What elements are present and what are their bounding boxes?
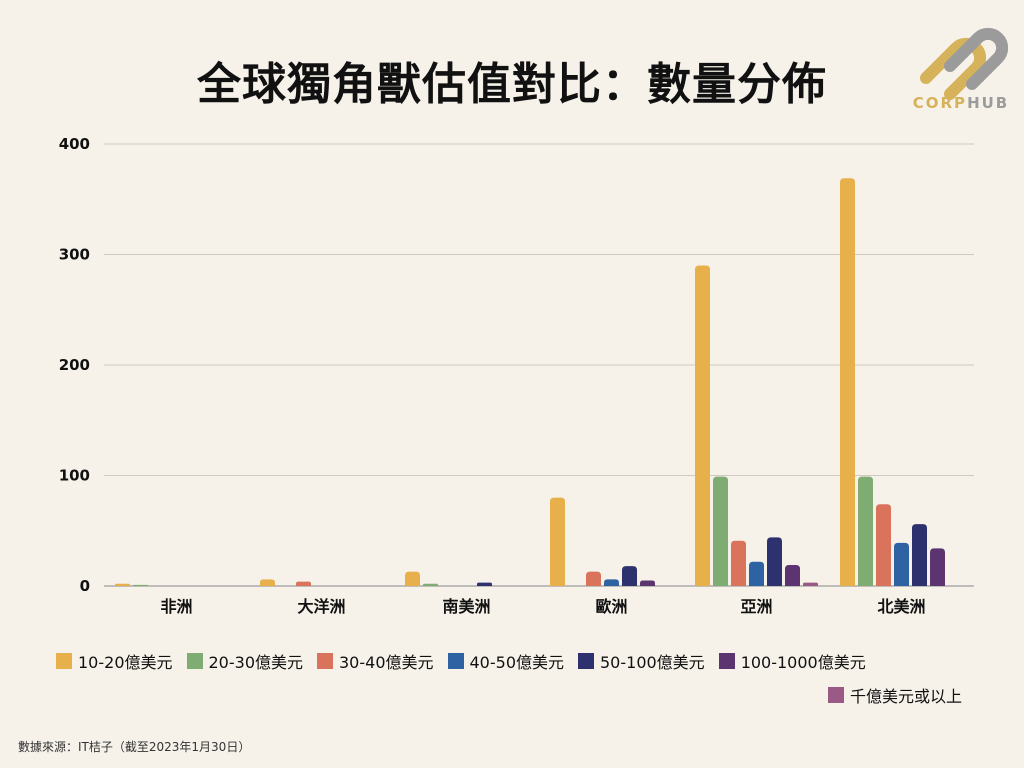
- legend: 10-20億美元 20-30億美元 30-40億美元 40-50億美元 50-100億美…: [56, 650, 996, 706]
- bar: [296, 581, 311, 586]
- bar: [803, 582, 818, 586]
- x-tick-label: 歐洲: [595, 597, 627, 616]
- bar: [767, 537, 782, 586]
- bar: [749, 561, 764, 586]
- legend-item: 20-30億美元: [186, 649, 304, 673]
- bar: [640, 580, 655, 586]
- bar: [604, 579, 619, 586]
- legend-label: 100-1000億美元: [740, 653, 866, 672]
- x-tick-label: 非洲: [160, 597, 192, 616]
- bar: [912, 524, 927, 586]
- bar: [423, 583, 438, 586]
- legend-label: 20-30億美元: [208, 653, 304, 672]
- y-tick-label: 400: [59, 135, 90, 153]
- x-tick-label: 北美洲: [877, 597, 925, 616]
- legend-item: 40-50億美元: [447, 649, 565, 673]
- y-tick-label: 100: [59, 467, 90, 485]
- legend-item: 30-40億美元: [317, 649, 434, 673]
- y-tick-label: 0: [80, 577, 90, 595]
- legend-swatch: [447, 653, 464, 669]
- legend-label: 千億美元或以上: [849, 687, 962, 706]
- bar: [785, 565, 800, 586]
- bar: [731, 540, 746, 586]
- x-tick-label: 亞洲: [740, 597, 772, 616]
- bar: [550, 497, 565, 586]
- legend-swatch: [317, 653, 333, 669]
- bar: [260, 579, 275, 586]
- bar: [477, 582, 492, 586]
- y-tick-label: 200: [59, 356, 90, 374]
- bar: [133, 584, 148, 586]
- bar: [858, 476, 873, 586]
- legend-swatch: [56, 653, 72, 669]
- legend-swatch: [186, 653, 203, 669]
- corphub-logo-icon: [920, 27, 1009, 100]
- legend-swatch: [578, 653, 594, 669]
- bar: [622, 566, 637, 586]
- legend-label: 30-40億美元: [339, 653, 434, 672]
- x-tick-label: 大洋洲: [297, 597, 345, 616]
- bar: [930, 548, 945, 586]
- bar: [840, 178, 855, 586]
- legend-label: 40-50億美元: [469, 653, 565, 672]
- y-tick-label: 300: [59, 246, 90, 264]
- bar: [713, 476, 728, 586]
- bar: [695, 265, 710, 586]
- bar: [115, 583, 130, 586]
- legend-item: 10-20億美元: [56, 649, 173, 673]
- legend-label: 10-20億美元: [78, 653, 173, 672]
- bar: [586, 571, 601, 586]
- legend-item: 50-100億美元: [578, 649, 705, 673]
- data-source-note: 數據來源：IT桔子（截至2023年1月30日）: [18, 740, 251, 754]
- bar-chart: 0 100 200 300 400 非洲 大洋洲 南美洲 歐洲 亞洲 北美洲: [59, 135, 974, 616]
- brand-logo-text: CORPHUB: [912, 94, 1010, 112]
- legend-swatch: [827, 687, 844, 703]
- legend-swatch: [718, 653, 735, 669]
- bar: [405, 571, 420, 586]
- legend-item: 100-1000億美元: [718, 649, 866, 673]
- legend-item: 千億美元或以上: [827, 683, 962, 707]
- bar: [876, 504, 891, 586]
- legend-label: 50-100億美元: [600, 653, 705, 672]
- bar: [894, 542, 909, 586]
- chart-title: 全球獨角獸估值對比：數量分佈: [197, 59, 827, 110]
- x-tick-label: 南美洲: [442, 597, 490, 616]
